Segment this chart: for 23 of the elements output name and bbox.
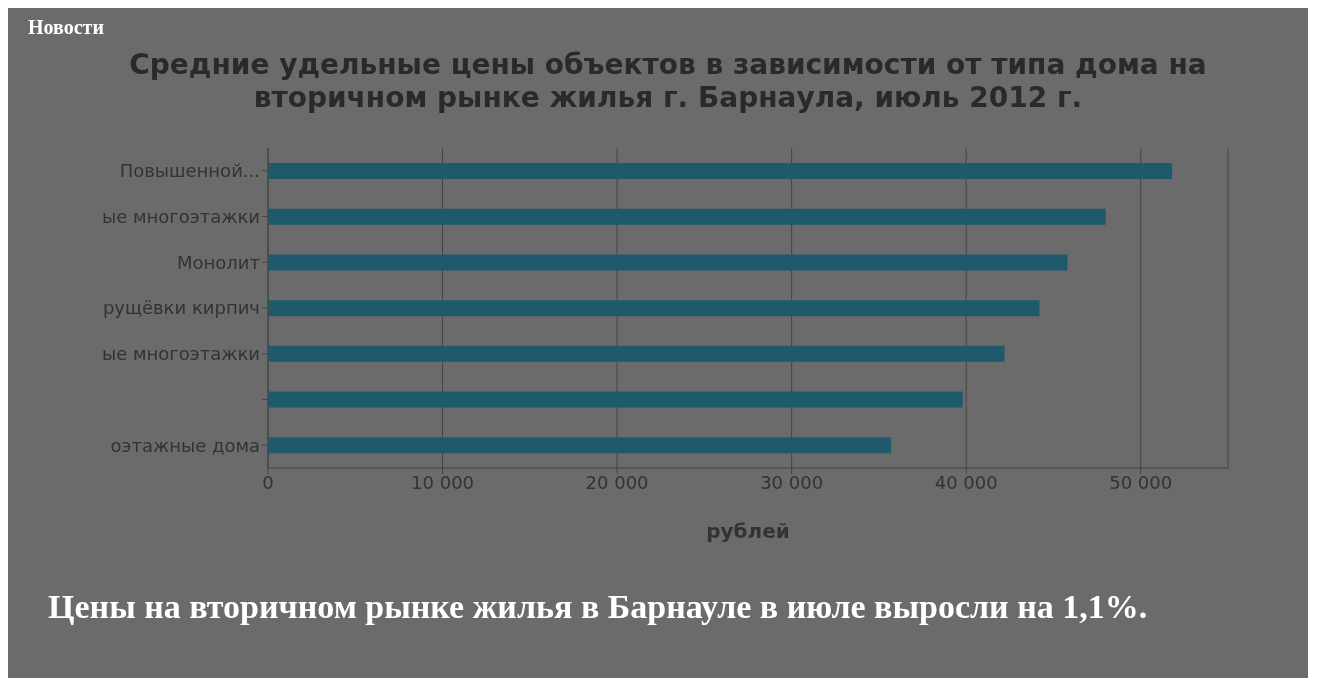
y-tick-label: рущёвки кирпич bbox=[102, 297, 260, 319]
x-axis-title: рублей bbox=[706, 519, 790, 543]
bar bbox=[268, 208, 1106, 225]
text: Цены на вторичном рынке жилья в Барнауле в июле выросли на 1,1%. bbox=[48, 588, 1149, 626]
y-tick-label: Повышенной... bbox=[119, 160, 260, 182]
x-tick-label: 20 000 bbox=[585, 471, 649, 493]
chart-title: Средние удельные цены объектов в зависимости от типа дома на вторичном рынке жилья г. Барнаула, июль 2012 г. bbox=[128, 48, 1208, 114]
x-tick-label: 40 000 bbox=[934, 471, 998, 493]
x-tick-label: 50 000 bbox=[1109, 471, 1173, 493]
x-tick-label: 30 000 bbox=[760, 471, 824, 493]
x-tick-label: 10 000 bbox=[411, 471, 475, 493]
y-tick-label: ые многоэтажки bbox=[101, 343, 260, 365]
bar bbox=[268, 254, 1068, 271]
bar bbox=[268, 437, 892, 454]
y-tick-label: Монолит bbox=[176, 251, 260, 273]
bar bbox=[268, 300, 1040, 317]
x-tick-label: 0 bbox=[262, 471, 274, 493]
y-tick-label: ые многоэтажки bbox=[101, 205, 260, 227]
bar bbox=[268, 391, 963, 408]
text: Новости bbox=[28, 16, 104, 39]
bar bbox=[268, 345, 1005, 362]
y-tick-label: оэтажные дома bbox=[110, 434, 260, 456]
bar bbox=[268, 163, 1173, 179]
